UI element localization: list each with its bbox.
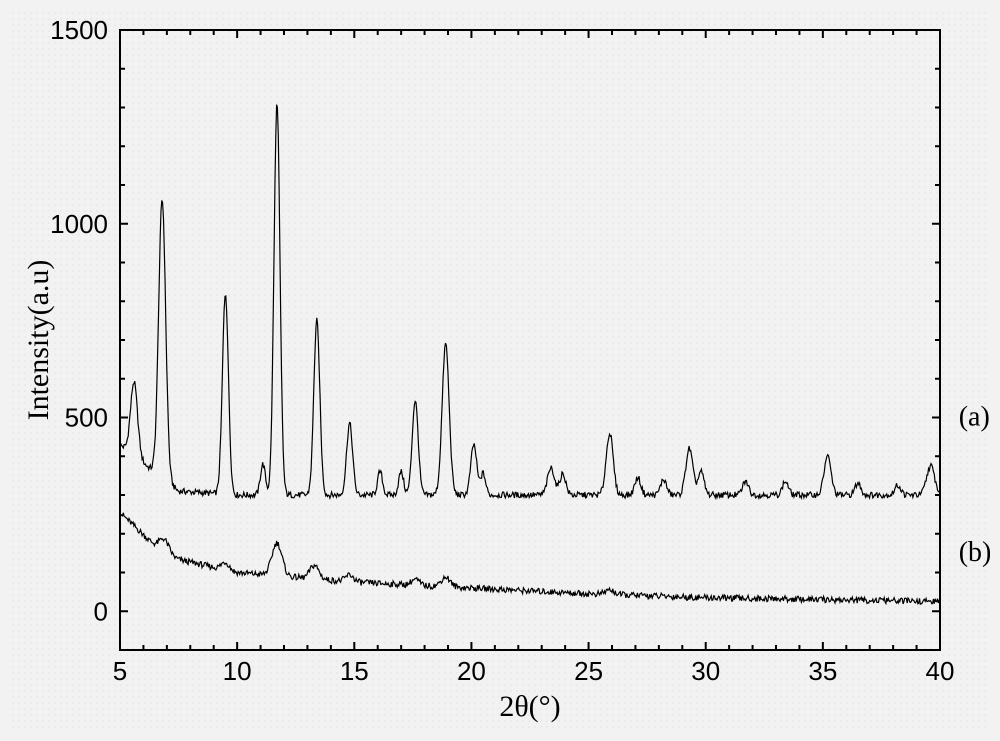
x-tick-label: 35 [808,656,837,686]
plot-frame [120,30,940,650]
y-tick-label: 1500 [50,15,108,45]
chart-svg: 5 10 15 20 25 30 35 40 0 500 1000 1500 2θ(°) Intensit… [10,10,990,731]
y-tick-label: 500 [65,403,108,433]
xrd-chart: 5 10 15 20 25 30 35 40 0 500 1000 1500 2θ(°) Intensit… [10,10,990,731]
x-tick-label: 30 [691,656,720,686]
x-tick-label: 10 [223,656,252,686]
x-tick-label: 5 [113,656,127,686]
y-tick-label: 1000 [50,209,108,239]
x-tick-label: 15 [340,656,369,686]
x-tick-label: 20 [457,656,486,686]
series-a [120,105,940,499]
y-axis-label: Intensity(a.u) [22,260,55,421]
series-label-b: (b) [959,537,990,568]
y-tick-label: 0 [94,596,108,626]
series-label-a: (a) [959,401,990,432]
x-tick-label: 40 [926,656,955,686]
series-b [120,513,940,604]
x-axis-label: 2θ(°) [499,690,560,723]
x-tick-label: 25 [574,656,603,686]
